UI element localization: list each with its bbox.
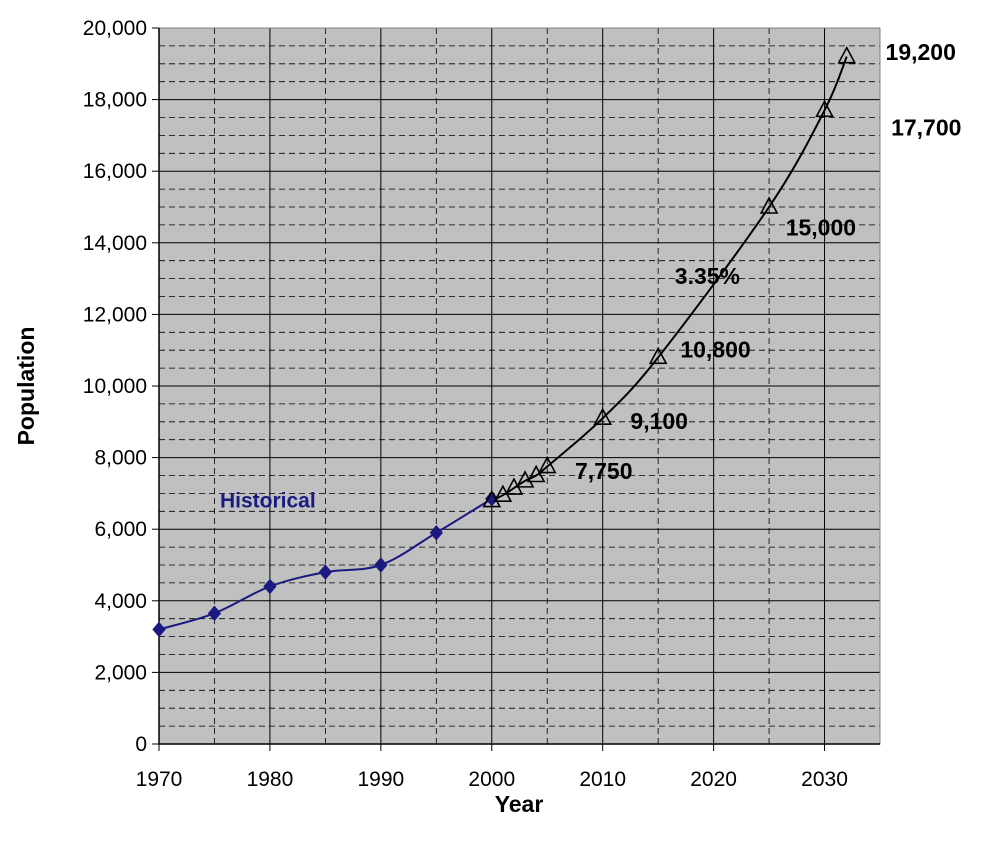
grid-major [159,27,880,744]
y-tick-label: 12,000 [83,303,147,326]
projected-point-marker [593,407,613,426]
projected-point-marker [815,99,834,118]
x-tick-label: 1990 [357,768,404,791]
historical-point-marker [207,605,222,622]
y-tick-label: 6,000 [94,518,147,541]
historical-point-marker [374,557,388,573]
projected-point-marker [759,196,779,214]
y-tick-label: 18,000 [83,89,147,112]
data-label: 10,800 [680,336,750,362]
historical-point-marker [263,578,277,595]
data-label: 9,100 [630,408,688,434]
y-tick-label: 0 [135,733,147,756]
x-tick-label: 2000 [468,768,515,791]
markers [152,45,857,638]
y-tick-label: 20,000 [83,17,147,40]
projected-point-marker [537,455,557,474]
y-axis-title: Population [13,327,39,446]
annotations: Historical 7,750 9,100 10,800 3.35% 15,000 17,… [220,39,961,512]
data-label: 15,000 [786,215,856,241]
projected-point-marker [837,45,857,64]
historical-point-marker [429,525,443,541]
x-tick-label: 2020 [690,768,737,791]
y-tick-label: 8,000 [94,447,147,470]
data-label: 3.35% [675,263,740,289]
x-tick-label: 1980 [247,768,294,791]
x-axis-title: Year [495,791,544,817]
tick-labels: 0 2,000 4,000 6,000 8,000 10,000 12,000 14,000 1… [83,17,848,791]
historical-point-marker [318,564,333,580]
y-tick-label: 10,000 [83,375,147,398]
series-label-historical: Historical [220,490,316,513]
y-tick-label: 2,000 [94,661,147,684]
data-label: 17,700 [891,114,961,140]
x-tick-label: 2030 [801,768,848,791]
projected-point-marker [526,464,546,483]
data-label: 19,200 [886,39,956,65]
data-label: 7,750 [575,458,633,484]
historical-point-marker [152,621,166,638]
x-tick-label: 2010 [579,768,626,791]
y-tick-label: 16,000 [83,160,147,183]
y-tick-label: 4,000 [94,590,147,613]
x-tick-label: 1970 [136,768,183,791]
projected-point-marker [648,346,668,365]
series-line-projected [491,56,848,502]
y-tick-label: 14,000 [83,232,147,255]
